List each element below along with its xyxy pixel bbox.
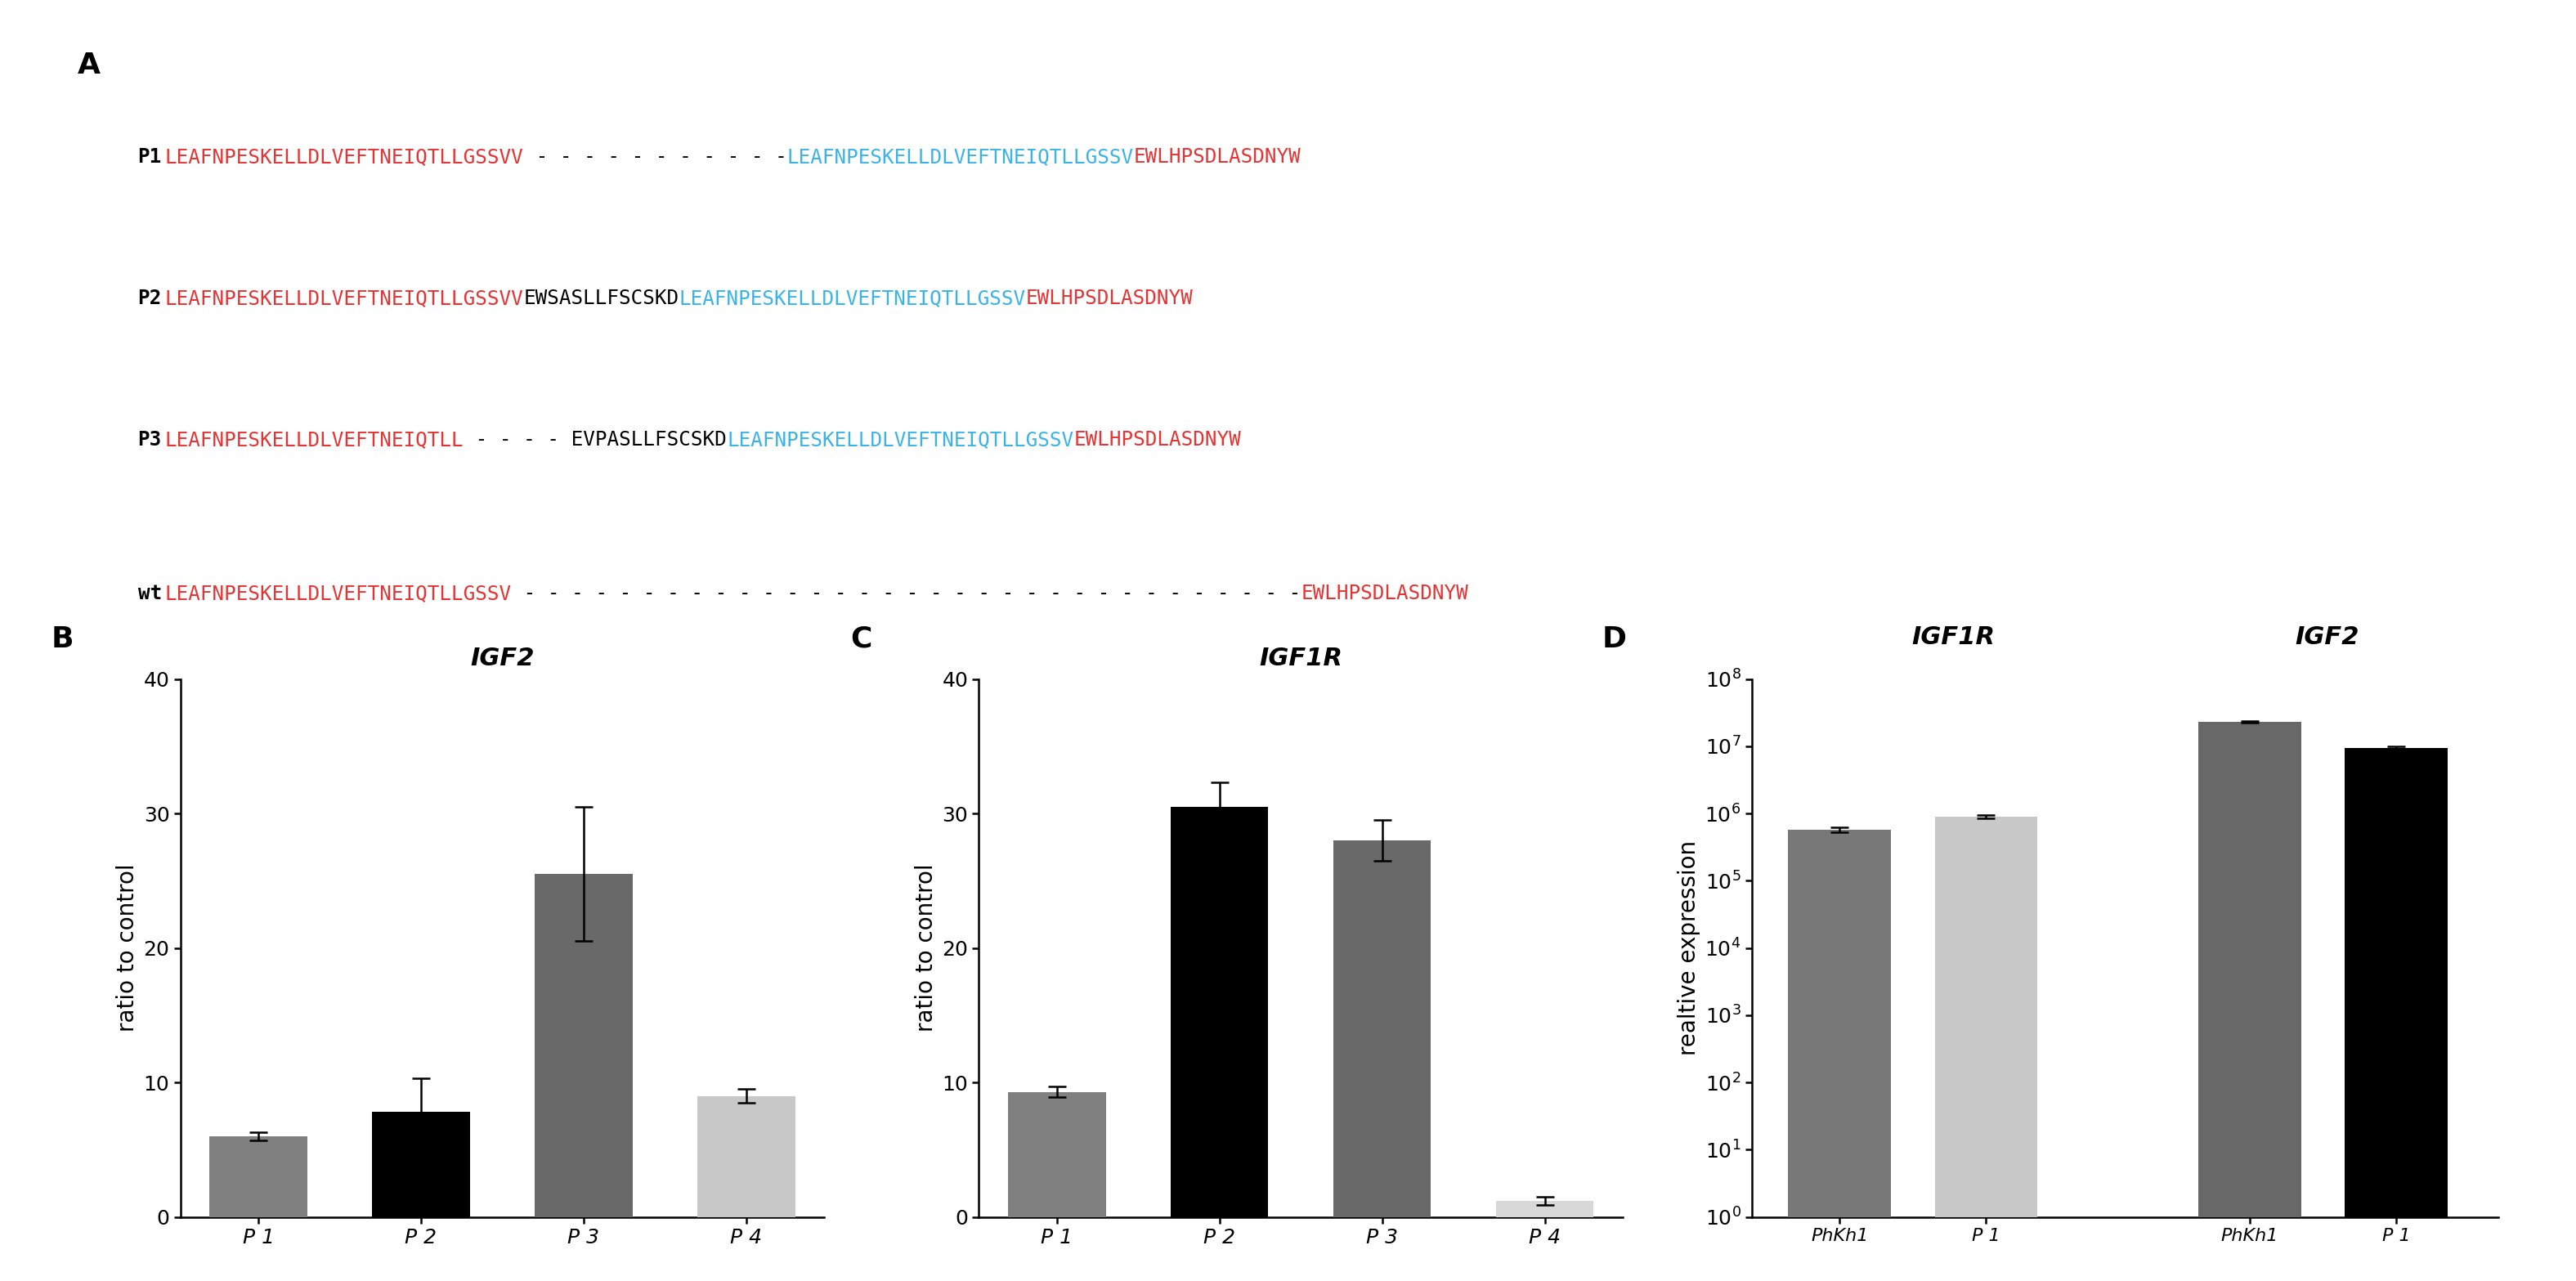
Bar [209,1136,307,1217]
Y-axis label: ratio to control: ratio to control [116,863,139,1032]
Title: IGF2: IGF2 [471,647,533,670]
Text: EWSASLLFSCSKD: EWSASLLFSCSKD [523,290,680,309]
Text: LEAFNPESKELLDLVEFTNEIQTLLGSSVV: LEAFNPESKELLDLVEFTNEIQTLLGSSVV [165,290,523,309]
Bar [1788,829,1891,1281]
Text: P1: P1 [137,147,162,167]
Text: LEAFNPESKELLDLVEFTNEIQTLLGSSV: LEAFNPESKELLDLVEFTNEIQTLLGSSV [165,584,513,603]
Text: wt: wt [137,584,162,603]
Text: LEAFNPESKELLDLVEFTNEIQTLLGSSVV: LEAFNPESKELLDLVEFTNEIQTLLGSSVV [165,147,523,167]
Y-axis label: realtive expression: realtive expression [1677,840,1700,1056]
Text: LEAFNPESKELLDLVEFTNEIQTLLGSSV: LEAFNPESKELLDLVEFTNEIQTLLGSSV [786,147,1133,167]
Text: EWLHPSDLASDNYW: EWLHPSDLASDNYW [1133,147,1301,167]
Text: - - - - - - - - - - -: - - - - - - - - - - - [523,147,786,167]
Bar [1007,1091,1105,1217]
Text: P2: P2 [137,290,162,309]
Bar [1170,807,1267,1217]
Bar [1497,1200,1595,1217]
Text: IGF1R: IGF1R [1911,625,1994,649]
Bar [1935,816,2038,1281]
Bar [2344,748,2447,1281]
Text: B: B [52,625,75,653]
Title: IGF1R: IGF1R [1260,647,1342,670]
Y-axis label: ratio to control: ratio to control [914,863,938,1032]
Text: IGF2: IGF2 [2295,625,2360,649]
Text: C: C [850,625,871,653]
Text: EWLHPSDLASDNYW: EWLHPSDLASDNYW [1301,584,1468,603]
Bar [371,1112,469,1217]
Bar [2197,722,2300,1281]
Text: LEAFNPESKELLDLVEFTNEIQTLLGSSV: LEAFNPESKELLDLVEFTNEIQTLLGSSV [726,430,1074,450]
Bar [536,874,634,1217]
Text: - - - - - - - - - - - - - - - - - - - - - - - - - - - - - - - - -: - - - - - - - - - - - - - - - - - - - - … [513,584,1301,603]
Text: EWLHPSDLASDNYW: EWLHPSDLASDNYW [1025,290,1193,309]
Text: P3: P3 [137,430,162,450]
Text: EWLHPSDLASDNYW: EWLHPSDLASDNYW [1074,430,1242,450]
Text: - - - - EVPASLLFSCSKD: - - - - EVPASLLFSCSKD [464,430,726,450]
Bar [698,1095,796,1217]
Text: D: D [1602,625,1628,653]
Text: LEAFNPESKELLDLVEFTNEIQTLLGSSV: LEAFNPESKELLDLVEFTNEIQTLLGSSV [680,290,1025,309]
Bar [1334,840,1432,1217]
Text: A: A [77,51,100,79]
Text: LEAFNPESKELLDLVEFTNEIQTLL: LEAFNPESKELLDLVEFTNEIQTLL [165,430,464,450]
